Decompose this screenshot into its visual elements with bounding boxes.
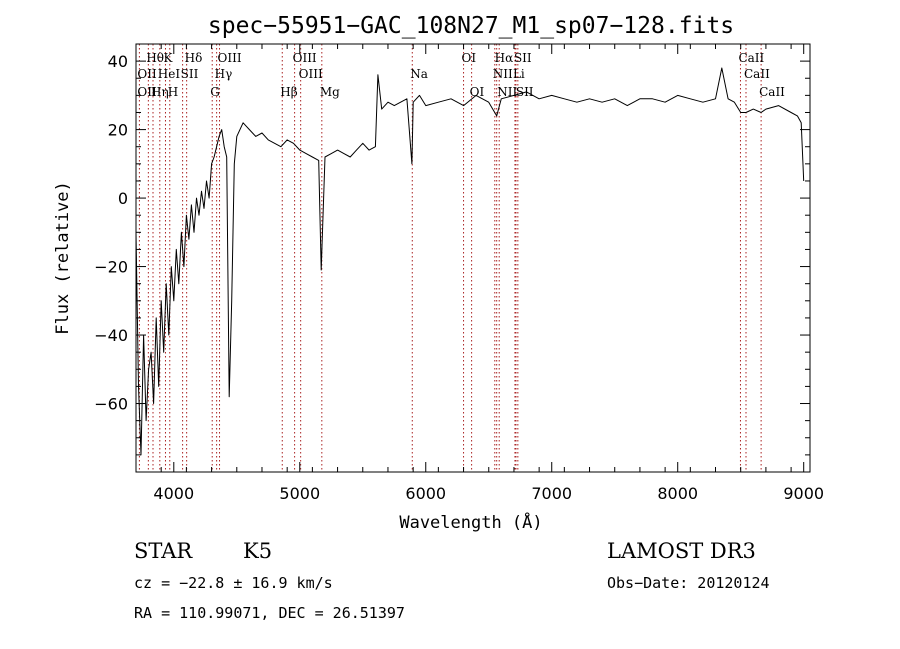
- y-tick-label: 20: [108, 121, 128, 140]
- object-subclass: K5: [243, 539, 273, 563]
- spectrum-series: [135, 67, 805, 456]
- line-label: Na: [410, 67, 428, 81]
- line-label: OII: [137, 85, 157, 99]
- x-axis-label: Wavelength (Å): [399, 511, 542, 533]
- line-label: OII: [137, 67, 157, 81]
- line-label: H: [168, 85, 178, 99]
- x-tick-label: 6000: [405, 484, 446, 503]
- redshift-cz: cz = −22.8 ± 16.9 km/s: [134, 574, 333, 592]
- line-label: Hθ: [146, 51, 164, 65]
- line-label: OIII: [299, 67, 323, 81]
- line-label: Hβ: [280, 85, 297, 99]
- line-label: Hγ: [215, 67, 233, 81]
- spectrum-chart: spec−55951−GAC_108N27_M1_sp07−128.fits 4…: [53, 13, 824, 533]
- x-tick-label: 8000: [657, 484, 698, 503]
- line-label: Mg: [320, 85, 340, 99]
- line-label: Hη: [151, 85, 169, 99]
- ra-dec-coords: RA = 110.99071, DEC = 26.51397: [134, 604, 405, 622]
- line-label: OIII: [218, 51, 242, 65]
- line-label: OI: [462, 51, 477, 65]
- object-class: STAR: [134, 539, 193, 563]
- line-label: SII: [516, 85, 534, 99]
- y-tick-label: −40: [94, 326, 128, 345]
- y-axis-label: Flux (relative): [53, 181, 73, 335]
- x-tick-label: 5000: [279, 484, 320, 503]
- line-label: Hα: [495, 51, 514, 65]
- line-label: SII: [181, 67, 199, 81]
- x-tick-label: 4000: [153, 484, 194, 503]
- y-tick-label: −20: [94, 258, 128, 277]
- line-label: Hδ: [185, 51, 203, 65]
- line-label: Li: [513, 67, 525, 81]
- line-label: OI: [470, 85, 485, 99]
- line-label: NII: [493, 67, 513, 81]
- line-label: SII: [514, 51, 532, 65]
- y-tick-label: −60: [94, 395, 128, 414]
- line-label: CaII: [738, 51, 764, 65]
- line-label: G: [210, 85, 220, 99]
- survey-name: LAMOST DR3: [607, 539, 756, 563]
- line-label: NII: [497, 85, 517, 99]
- line-label: K: [163, 51, 173, 65]
- plot-frame: [135, 43, 811, 473]
- obs-date: Obs−Date: 20120124: [607, 574, 770, 592]
- axis-ticks: 4000 5000 6000 7000 8000 9000 −60 −40 −20 0 20 40: [94, 43, 824, 503]
- spectrum-line: [135, 67, 805, 456]
- x-tick-label: 9000: [783, 484, 824, 503]
- x-tick-label: 7000: [531, 484, 572, 503]
- chart-title: spec−55951−GAC_108N27_M1_sp07−128.fits: [208, 13, 734, 39]
- y-tick-label: 0: [118, 189, 128, 208]
- line-label: OIII: [293, 51, 317, 65]
- line-label: HeI: [158, 67, 181, 81]
- line-label: CaII: [744, 67, 770, 81]
- y-tick-label: 40: [108, 52, 128, 71]
- line-label: CaII: [759, 85, 785, 99]
